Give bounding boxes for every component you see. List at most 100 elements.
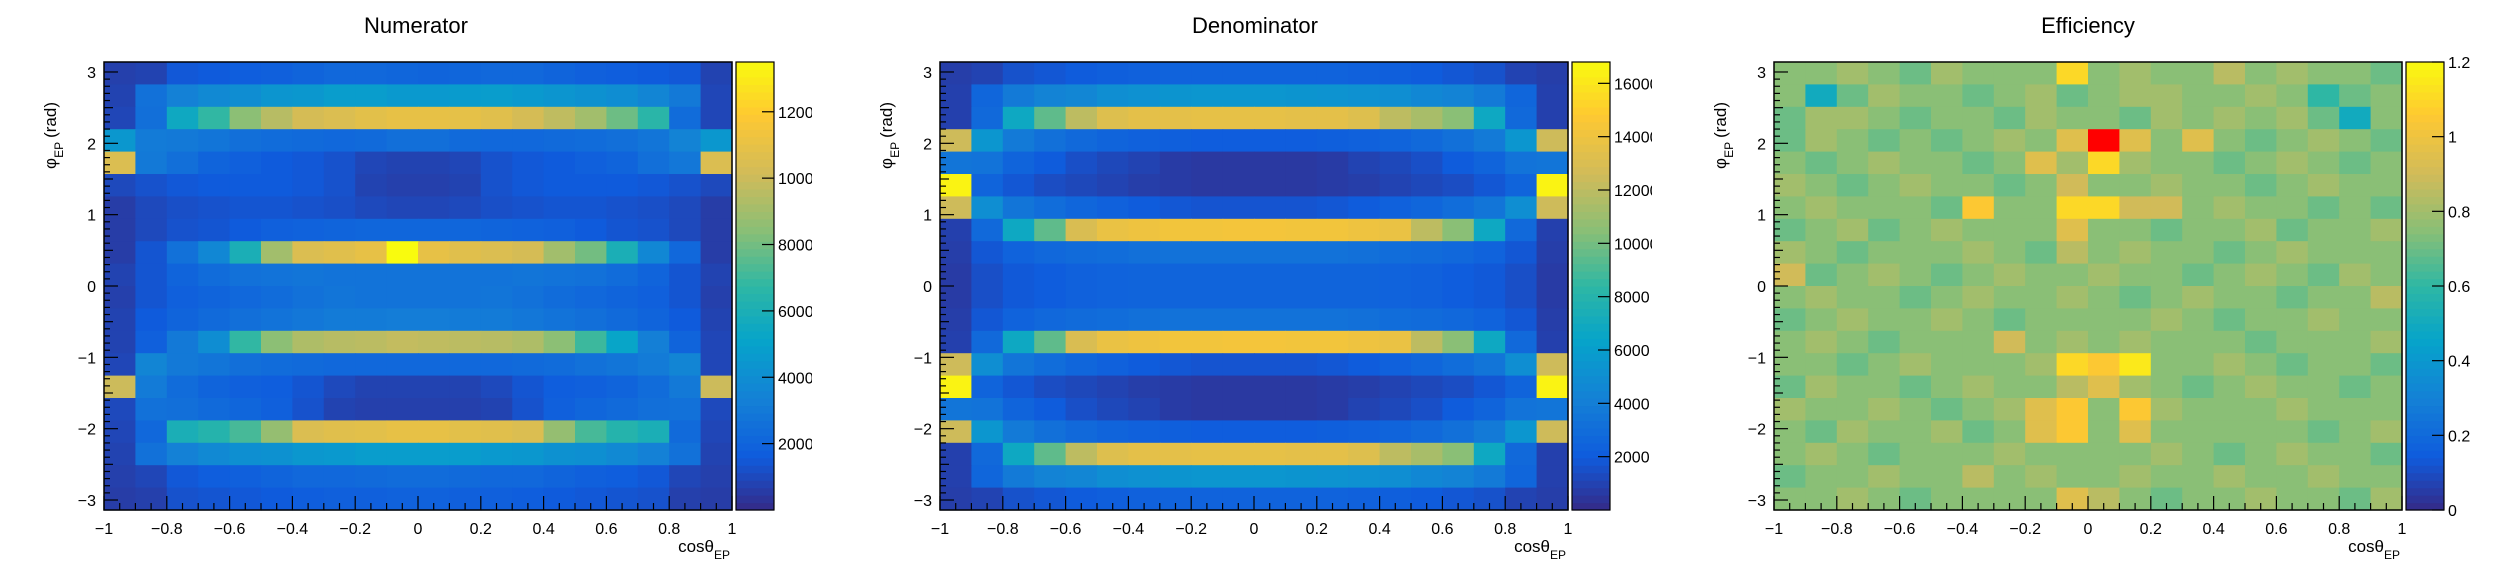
numerator-bin (606, 174, 639, 197)
efficiency-bin (1962, 487, 1995, 511)
numerator-bin (104, 218, 136, 242)
efficiency-bin (2182, 487, 2215, 511)
efficiency-bin (1836, 330, 1869, 354)
denominator-bin (1191, 174, 1224, 197)
denominator-bin (971, 398, 1004, 421)
efficiency-bin (2245, 62, 2277, 85)
efficiency-bin (1993, 465, 2026, 489)
numerator-bin (637, 129, 670, 153)
denominator-bin (1002, 308, 1035, 332)
colorbar-segment (2406, 218, 2444, 227)
denominator-bin (1034, 286, 1067, 309)
efficiency-bin (2119, 442, 2152, 466)
denominator-bin (1191, 263, 1224, 287)
denominator-bin (1473, 263, 1506, 287)
colorbar-segment (736, 427, 774, 436)
efficiency-bin (2025, 420, 2058, 444)
colorbar-segment (1572, 151, 1610, 160)
numerator-bin (386, 151, 419, 175)
efficiency-bin (2213, 241, 2246, 265)
numerator-bin (637, 375, 670, 399)
numerator-bin (449, 84, 482, 108)
colorbar-tick-label: 2000 (778, 437, 814, 454)
denominator-bin (1254, 84, 1286, 108)
denominator-bin (1222, 330, 1255, 354)
numerator-bin (261, 106, 293, 130)
colorbar-segment (736, 263, 774, 272)
denominator-bin (1316, 353, 1349, 377)
efficiency-bin (1836, 196, 1869, 220)
denominator-bin (1505, 353, 1538, 377)
efficiency-bin (1899, 218, 1932, 242)
denominator-bin (1505, 174, 1538, 197)
numerator-bin (355, 84, 388, 108)
numerator-bin (543, 241, 576, 265)
colorbar-segment (736, 151, 774, 160)
denominator-bin (940, 218, 972, 242)
denominator-bin (1316, 174, 1349, 197)
denominator-bin (1002, 84, 1035, 108)
efficiency-bin (2370, 375, 2403, 399)
colorbar-segment (736, 480, 774, 489)
colorbar-segment (736, 211, 774, 220)
denominator-bin (1505, 196, 1538, 220)
numerator-bin (355, 487, 388, 511)
numerator-bin (386, 353, 419, 377)
denominator-bin (1285, 174, 1318, 197)
numerator-bin (512, 286, 545, 309)
numerator-bin (575, 487, 607, 511)
denominator-bin (1222, 174, 1255, 197)
numerator-bin (512, 487, 545, 511)
denominator-bin (1128, 375, 1161, 399)
numerator-bin (166, 241, 199, 265)
numerator-bin (135, 174, 168, 197)
denominator-bin (1348, 129, 1381, 153)
colorbar-segment (1572, 502, 1610, 511)
denominator-bin (1285, 442, 1318, 466)
numerator-bin (669, 196, 702, 220)
efficiency-bin (2025, 84, 2058, 108)
denominator-bin (1536, 129, 1569, 153)
efficiency-bin (1962, 308, 1995, 332)
efficiency-bin (2307, 420, 2340, 444)
efficiency-bin (1993, 174, 2026, 197)
numerator-bin (700, 420, 733, 444)
denominator-bin (1536, 174, 1569, 197)
denominator-bin (1034, 487, 1067, 511)
efficiency-bin (1836, 151, 1869, 175)
efficiency-bin (1899, 330, 1932, 354)
denominator-bin (940, 442, 972, 466)
denominator-bin (1411, 308, 1443, 332)
denominator-bin (971, 465, 1004, 489)
numerator-bin (166, 420, 199, 444)
denominator-bin (1411, 106, 1443, 130)
denominator-bin (1285, 84, 1318, 108)
efficiency-bin (2025, 442, 2058, 466)
numerator-bin (637, 442, 670, 466)
colorbar-tick-label: 6000 (778, 304, 814, 321)
numerator-bin (355, 263, 388, 287)
numerator-bin (449, 375, 482, 399)
denominator-bin (1348, 465, 1381, 489)
y-tick-label: −2 (914, 422, 932, 439)
efficiency-bin (1774, 420, 1806, 444)
numerator-bin (355, 308, 388, 332)
numerator-bin (480, 196, 513, 220)
numerator-bin (198, 286, 231, 309)
efficiency-bin (2150, 263, 2183, 287)
denominator-bin (1097, 398, 1129, 421)
denominator-bin (1348, 375, 1381, 399)
colorbar-segment (2406, 233, 2444, 242)
denominator-bin (971, 286, 1004, 309)
denominator-bin (1473, 218, 1506, 242)
efficiency-bin (2025, 129, 2058, 153)
numerator-bin (323, 330, 356, 354)
efficiency-bin (1868, 286, 1901, 309)
colorbar-segment (2406, 203, 2444, 212)
denominator-bin (1285, 398, 1318, 421)
denominator-bin (1473, 62, 1506, 85)
colorbar-segment (736, 420, 774, 429)
efficiency-bin (2119, 84, 2152, 108)
colorbar-tick-label: 0.2 (2448, 428, 2470, 445)
denominator-bin (1065, 330, 1098, 354)
